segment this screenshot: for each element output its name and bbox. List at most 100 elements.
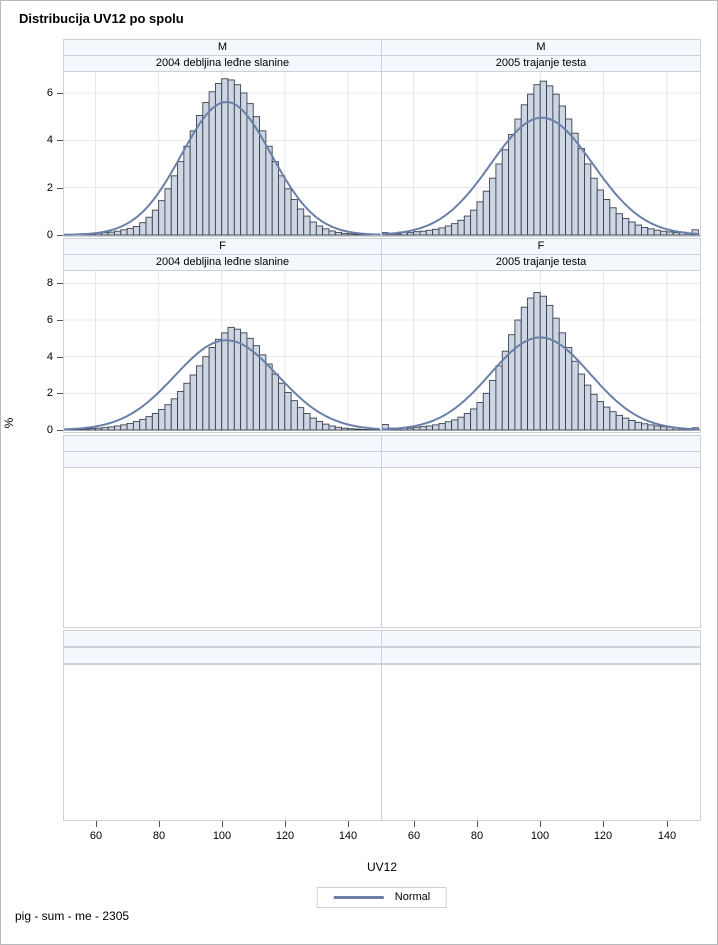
histogram-bar: [278, 382, 286, 431]
x-tick-label: 80: [152, 830, 166, 842]
histogram-bar: [151, 209, 160, 236]
panel-measure-header: 2004 debljina leđne slanine: [63, 254, 382, 271]
histogram-svg: [382, 72, 700, 236]
histogram-bar: [164, 188, 172, 236]
y-tick-label: 8: [46, 277, 53, 289]
histogram-bar: [214, 338, 223, 431]
histogram-bar: [539, 80, 547, 236]
histogram-bar: [315, 421, 324, 431]
histogram-bar: [514, 118, 522, 236]
histogram-svg: [64, 271, 381, 432]
histogram-bar: [296, 407, 305, 431]
panel-group-header: [63, 630, 382, 647]
histogram-bar: [126, 227, 134, 236]
x-tick-label: 140: [657, 830, 677, 842]
histogram-bar: [347, 428, 355, 431]
histogram-bar: [470, 408, 478, 431]
histogram-bar: [571, 132, 579, 236]
histogram-bar: [303, 215, 311, 236]
empty-panel: [63, 467, 382, 628]
histogram-bar: [233, 328, 242, 431]
histogram-bar: [151, 413, 160, 431]
histogram-bar: [164, 404, 172, 431]
histogram-bar: [196, 365, 204, 431]
histogram-bar: [413, 231, 421, 236]
histogram-bar: [290, 199, 298, 236]
y-tick-label: 2: [46, 182, 53, 194]
histogram-bar: [628, 420, 636, 431]
histogram-bar: [565, 347, 573, 431]
histogram-bar: [145, 216, 153, 236]
x-tick-mark: [540, 821, 541, 827]
histogram-bar: [139, 222, 147, 236]
histogram-panel: [381, 270, 701, 433]
histogram-bar: [691, 229, 699, 236]
histogram-bar: [476, 402, 484, 431]
histogram-bar: [634, 421, 642, 431]
histogram-bar: [444, 225, 453, 236]
y-axis-label: %: [2, 417, 16, 429]
histogram-bar: [322, 228, 330, 236]
histogram-bar: [552, 93, 560, 236]
histogram-bar: [114, 230, 122, 236]
histogram-bar: [615, 414, 623, 431]
histogram-bar: [315, 225, 324, 236]
histogram-bar: [189, 374, 197, 431]
histogram-bar: [353, 233, 361, 236]
histogram-bar: [126, 422, 134, 431]
histogram-bar: [501, 149, 510, 236]
histogram-bar: [628, 221, 636, 236]
histogram-bar: [470, 209, 478, 236]
normal-curve: [382, 116, 699, 236]
panel-group-header: [381, 435, 701, 452]
histogram-bar: [514, 319, 522, 431]
histogram-bar: [284, 188, 292, 236]
histogram-bar: [252, 116, 261, 236]
x-tick-mark: [96, 821, 97, 827]
page-title: Distribucija UV12 po spolu: [19, 11, 184, 26]
histogram-bar: [107, 231, 115, 236]
histogram-bar: [406, 427, 415, 431]
histogram-bar: [259, 130, 267, 236]
histogram-bar: [584, 163, 592, 236]
x-axis-label: UV12: [366, 860, 398, 874]
histogram-bar: [489, 177, 497, 236]
histogram-bar: [482, 190, 491, 236]
histogram-bar: [259, 354, 267, 431]
histogram-bar: [196, 115, 204, 236]
histogram-bar: [666, 231, 674, 236]
histogram-bar: [552, 317, 560, 431]
histogram-bar: [653, 229, 661, 236]
histogram-bar: [322, 423, 330, 431]
histogram-bar: [596, 401, 604, 431]
histogram-bar: [95, 427, 103, 431]
histogram-bar: [189, 130, 197, 236]
y-tick-label: 0: [46, 229, 53, 241]
histogram-bar: [271, 373, 279, 431]
histogram-bar: [647, 228, 655, 236]
histogram-bar: [609, 207, 617, 236]
histogram-bar: [533, 292, 541, 431]
histogram-bar: [406, 232, 415, 236]
y-tick-mark: [57, 235, 63, 236]
x-tick-label: 100: [212, 830, 232, 842]
x-tick-label: 80: [470, 830, 484, 842]
panel-group-header: [63, 435, 382, 452]
histogram-bar: [577, 148, 585, 236]
panel-group-header: M: [381, 39, 701, 56]
histogram-bar: [158, 409, 166, 431]
normal-curve: [64, 339, 380, 431]
histogram-bar: [107, 426, 115, 431]
y-tick-mark: [57, 140, 63, 141]
histogram-bar: [603, 406, 611, 431]
histogram-bar: [265, 363, 273, 431]
histogram-bar: [120, 424, 128, 431]
histogram-bar: [425, 425, 434, 431]
histogram-bar: [413, 426, 421, 431]
footnote: pig - sum - me - 2305: [15, 909, 130, 923]
histogram-bar: [533, 84, 541, 236]
histogram-bar: [145, 416, 153, 431]
normal-curve: [382, 336, 699, 431]
histogram-bar: [139, 418, 147, 431]
